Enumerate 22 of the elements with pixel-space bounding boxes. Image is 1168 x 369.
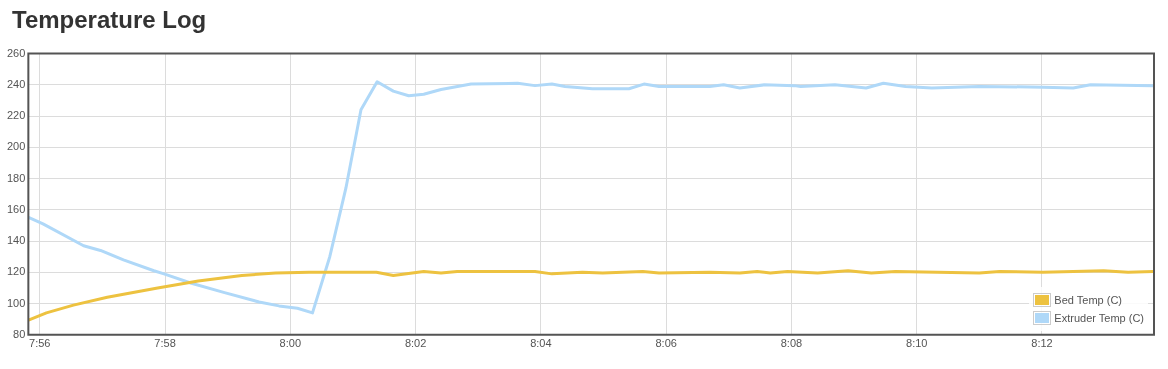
y-tick-label: 240: [6, 77, 26, 90]
x-tick-label: 8:12: [1031, 337, 1053, 350]
x-tick-label: 8:02: [404, 337, 427, 350]
x-tick-label: 7:58: [154, 337, 176, 350]
y-tick-label: 260: [6, 46, 26, 59]
legend-label: Bed Temp (C): [1054, 293, 1122, 306]
chart-title: Temperature Log: [12, 6, 207, 34]
y-tick-label: 100: [6, 296, 26, 309]
y-tick-label: 220: [6, 109, 26, 122]
y-tick-label: 80: [13, 327, 26, 340]
y-tick-label: 140: [6, 234, 26, 247]
x-tick-label: 8:06: [655, 337, 677, 350]
x-tick-label: 7:56: [29, 337, 51, 350]
y-tick-label: 120: [6, 265, 26, 278]
x-tick-label: 8:08: [780, 337, 803, 350]
x-tick-label: 8:04: [530, 337, 552, 350]
y-tick-label: 180: [6, 171, 26, 184]
y-tick-label: 200: [6, 140, 26, 153]
legend-label: Extruder Temp (C): [1054, 311, 1144, 324]
x-tick-label: 8:00: [279, 337, 302, 350]
x-tick-label: 8:10: [906, 337, 928, 350]
y-tick-label: 160: [6, 202, 26, 215]
